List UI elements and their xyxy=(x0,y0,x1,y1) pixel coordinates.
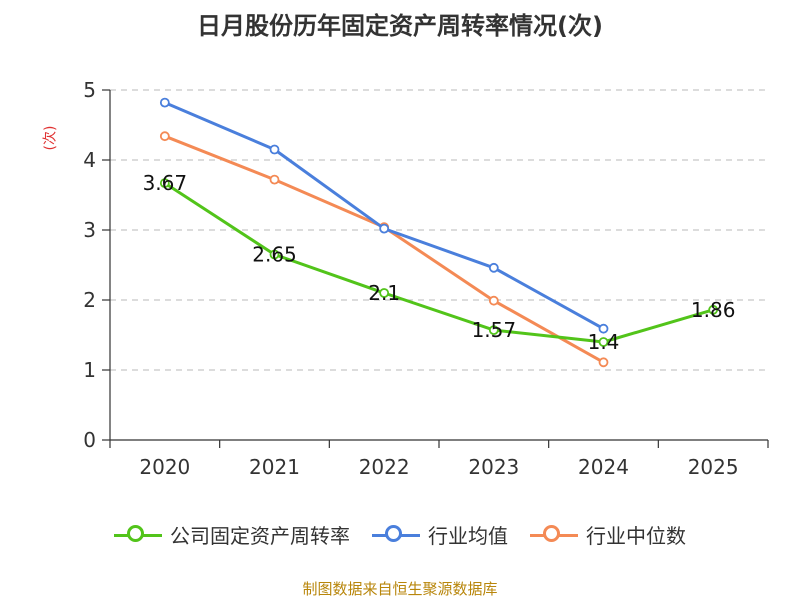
legend-item-industry-mean[interactable]: 行业均值 xyxy=(372,520,508,549)
data-label: 2.65 xyxy=(252,243,297,267)
x-tick-label: 2020 xyxy=(139,455,190,479)
y-tick-label: 2 xyxy=(83,288,96,312)
data-point xyxy=(379,223,390,234)
x-tick-label: 2025 xyxy=(688,455,739,479)
data-point xyxy=(488,325,499,336)
legend-line-marker-icon xyxy=(372,523,420,547)
data-point xyxy=(598,323,609,334)
data-point xyxy=(269,174,280,185)
data-point xyxy=(598,337,609,347)
data-point xyxy=(488,295,499,306)
data-point xyxy=(488,262,499,273)
source-note: 制图数据来自恒生聚源数据库 xyxy=(302,580,498,598)
legend-item-company[interactable]: 公司固定资产周转率 xyxy=(114,520,350,549)
x-tick-label: 2024 xyxy=(578,455,629,479)
data-point xyxy=(269,144,280,155)
y-tick-label: 1 xyxy=(83,358,96,382)
data-label: 1.4 xyxy=(588,330,620,354)
y-tick-label: 0 xyxy=(83,428,96,452)
chart-title: 日月股份历年固定资产周转率情况(次) xyxy=(197,12,603,40)
legend-label-company: 公司固定资产周转率 xyxy=(170,524,350,548)
series-line-2 xyxy=(164,134,605,364)
data-label: 3.67 xyxy=(143,171,188,195)
legend-label-industry-mean: 行业均值 xyxy=(428,524,508,548)
data-point xyxy=(159,131,170,142)
legend-line-marker-icon xyxy=(114,523,162,547)
data-point xyxy=(159,178,170,189)
data-label: 1.57 xyxy=(472,318,517,342)
legend-label-industry-median: 行业中位数 xyxy=(586,524,686,548)
legend-line-marker-icon xyxy=(530,523,578,547)
data-point xyxy=(269,249,280,260)
y-tick-label: 5 xyxy=(83,78,96,102)
data-label: 1.86 xyxy=(691,298,736,322)
data-point xyxy=(598,357,609,368)
data-point xyxy=(379,288,390,298)
x-tick-label: 2023 xyxy=(468,455,519,479)
legend-item-industry-median[interactable]: 行业中位数 xyxy=(530,520,686,549)
data-point xyxy=(159,97,170,108)
y-tick-label: 3 xyxy=(83,218,96,242)
series-line-0 xyxy=(164,181,714,344)
y-tick-label: 4 xyxy=(83,148,96,172)
data-point xyxy=(708,304,719,315)
legend: 公司固定资产周转率 行业均值 行业中位数 xyxy=(0,520,800,549)
x-tick-label: 2021 xyxy=(249,455,300,479)
data-label: 2.1 xyxy=(368,281,400,305)
x-tick-label: 2022 xyxy=(359,455,410,479)
